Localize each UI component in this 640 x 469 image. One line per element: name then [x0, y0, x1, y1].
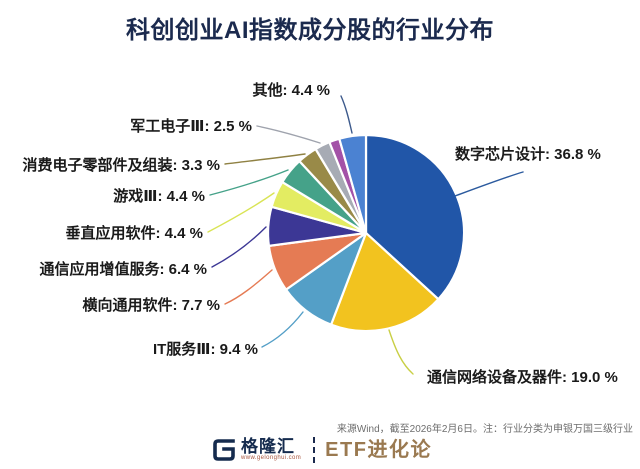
- gelonghui-g-icon: [213, 439, 235, 461]
- slice-label-games: 游戏Ⅲ: 4.4 %: [113, 188, 205, 205]
- leader-line: [211, 226, 267, 268]
- slice-label-it-services: IT服务Ⅲ: 9.4 %: [152, 341, 258, 358]
- slice-label-comm-network-equipment: 通信网络设备及器件: 19.0 %: [427, 369, 618, 386]
- slice-label-others: 其他: 4.4 %: [252, 82, 330, 99]
- publisher-logo: 格隆汇 www.gelonghui.com ETF进化论: [212, 436, 432, 464]
- leader-line: [209, 169, 289, 196]
- slice-label-horizontal-general-software: 横向通用软件: 7.7 %: [82, 297, 220, 314]
- pie-slice-其他: [338, 133, 368, 235]
- leader-line: [261, 311, 304, 348]
- slice-label-digital-chip-design: 数字芯片设计: 36.8 %: [455, 146, 601, 163]
- logo-divider: [313, 437, 316, 463]
- logo-brand-text: 格隆汇: [241, 437, 295, 456]
- leader-line: [224, 153, 306, 165]
- chart-title: 科创创业AI指数成分股的行业分布: [126, 17, 494, 44]
- pie-slice-数字芯片设计: [364, 133, 466, 301]
- leader-line: [256, 125, 321, 144]
- leader-line: [340, 95, 353, 134]
- leader-line: [388, 329, 414, 375]
- leader-line: [454, 171, 524, 197]
- leader-line: [207, 192, 275, 233]
- pie-slice-通信网络设备及器件: [330, 231, 440, 333]
- slice-label-comm-value-added-services: 通信应用增值服务: 6.4 %: [39, 261, 207, 278]
- slice-label-vertical-application-software: 垂直应用软件: 4.4 %: [65, 225, 203, 242]
- leader-line: [224, 269, 273, 305]
- gelonghui-logo: 格隆汇 www.gelonghui.com: [212, 438, 301, 462]
- source-note: 来源Wind，截至2026年2月6日。注：行业分类为申银万国三级行业: [336, 424, 633, 435]
- slice-label-consumer-electronics-components: 消费电子零部件及组装: 3.3 %: [22, 157, 220, 174]
- slice-label-military-electronics: 军工电子Ⅲ: 2.5 %: [130, 118, 252, 135]
- logo-product-text: ETF进化论: [325, 439, 432, 461]
- logo-url-text: www.gelonghui.com: [241, 455, 302, 461]
